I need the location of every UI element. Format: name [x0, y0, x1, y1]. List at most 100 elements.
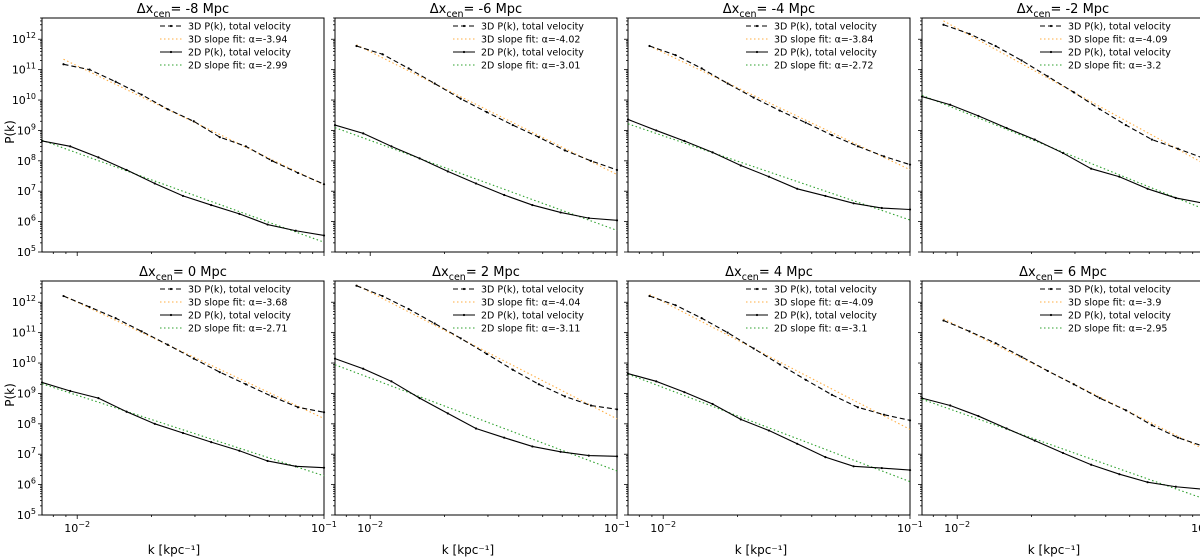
- series-2d-pk-point: [615, 219, 619, 222]
- x-tick-exponent: −2: [664, 520, 676, 529]
- series-3d-pk-point: [322, 411, 326, 414]
- series-2d-pk-point: [322, 466, 326, 469]
- series-3d-pk-point: [485, 111, 488, 114]
- legend-swatch-marker: [462, 313, 466, 317]
- y-tick-exponent: 9: [31, 385, 36, 394]
- legend-alpha-value: α=-3.01: [542, 61, 581, 72]
- legend-swatch-marker: [169, 287, 173, 291]
- series-3d-pk-point: [355, 44, 358, 48]
- series-3d-pk-point: [942, 23, 945, 26]
- panel-1: Δxcen= -8 Mpc105106107108109101010111012…: [12, 2, 326, 259]
- legend-swatch-marker: [1049, 287, 1053, 291]
- panel-2: Δxcen= -6 Mpc 3D P(k), total velocity 3D s…: [331, 2, 619, 256]
- legend-label-1: 3D P(k), total velocity: [1068, 22, 1171, 33]
- panel-title: Δxcen= 0 Mpc: [139, 265, 227, 283]
- series-3d-pk-point: [192, 357, 195, 360]
- legend-label-1: 3D P(k), total velocity: [188, 22, 291, 33]
- series-3d-pk-point: [856, 145, 860, 148]
- series-2d-pk-point: [210, 441, 213, 444]
- series-3d-pk-point: [908, 163, 912, 166]
- series-2d-pk-point: [1033, 138, 1036, 141]
- legend-swatch-marker: [1049, 24, 1053, 28]
- legend-label-text: 2D P(k), total velocity: [774, 311, 877, 322]
- panel-title-subscript: cen: [446, 9, 463, 20]
- series-3d-pk-point: [968, 330, 971, 333]
- panel-title-prefix: Δx: [139, 265, 156, 280]
- series-2d-pk-point: [655, 380, 658, 383]
- series-3d-pk-point: [407, 307, 410, 311]
- y-tick-label: 106: [17, 214, 36, 229]
- legend-label-4: 2D slope fit: α=-3.11: [481, 324, 580, 335]
- series-2d-pk-point: [739, 164, 742, 167]
- legend-label-2: 3D slope fit: α=-3.9: [1068, 298, 1161, 309]
- series-3d-pk-point: [752, 96, 755, 99]
- series-3d-pk-point: [700, 67, 703, 70]
- y-tick-label: 1012: [12, 31, 36, 46]
- panel-title-prefix: Δx: [1019, 265, 1036, 280]
- series-3d-pk-point: [381, 294, 384, 298]
- panel-title: Δxcen= -4 Mpc: [723, 2, 815, 20]
- x-tick-mantissa: 10: [1191, 522, 1200, 535]
- legend-alpha-value: α=-3.68: [249, 298, 288, 309]
- legend-label-text: 3D slope fit:: [481, 298, 542, 309]
- legend-alpha-value: α=-3.2: [1129, 61, 1162, 72]
- series-3d-pk-point: [856, 406, 860, 409]
- series-2d-slope-fit: [41, 383, 325, 477]
- series-2d-pk-point: [880, 206, 883, 210]
- legend-label-3: 2D P(k), total velocity: [481, 311, 584, 322]
- series-3d-pk-point: [804, 121, 807, 124]
- series-3d-pk-point: [485, 352, 488, 355]
- series-3d-pk-point: [88, 68, 91, 71]
- series-3d-pk-point: [114, 317, 117, 320]
- legend-label-2: 3D slope fit: α=-4.09: [774, 298, 873, 309]
- series-3d-pk-point: [244, 383, 247, 386]
- series-3d-slope-fit: [943, 318, 1200, 448]
- series-3d-pk-point: [830, 393, 833, 396]
- series-2d-pk-point: [40, 381, 44, 384]
- panel-title-suffix: = 2 Mpc: [466, 265, 520, 280]
- y-tick-mantissa: 10: [12, 296, 26, 309]
- series-2d-pk-point: [153, 422, 156, 425]
- series-2d-pk-point: [767, 429, 771, 432]
- legend-label-text: 2D P(k), total velocity: [1068, 48, 1171, 59]
- legend-label-text: 3D P(k), total velocity: [481, 22, 584, 33]
- series-2d-pk-point: [97, 397, 100, 400]
- y-tick-label: 1011: [12, 62, 36, 77]
- legend-label-3: 2D P(k), total velocity: [1068, 48, 1171, 59]
- series-3d-pk-point: [88, 305, 91, 309]
- series-2d-pk-point: [977, 114, 980, 118]
- series-3d-pk-point: [433, 322, 436, 325]
- legend-label-1: 3D P(k), total velocity: [188, 285, 291, 296]
- panel-title-prefix: Δx: [723, 2, 740, 17]
- x-tick-label: 10−1: [311, 520, 337, 535]
- legend: 3D P(k), total velocity 3D slope fit: α=-…: [453, 285, 584, 335]
- legend-label-4: 2D slope fit: α=-2.95: [1068, 324, 1167, 335]
- series-3d-pk-point: [114, 80, 117, 83]
- legend-label-4: 2D slope fit: α=-3.1: [774, 324, 867, 335]
- series-2d-pk-point: [266, 459, 269, 463]
- series-2d-pk-point: [949, 103, 952, 106]
- series-3d-pk-point: [648, 44, 651, 48]
- panel-title: Δxcen= 2 Mpc: [432, 265, 520, 283]
- series-2d-pk-point: [587, 454, 590, 457]
- legend: 3D P(k), total velocity 3D slope fit: α=-…: [746, 285, 877, 335]
- series-3d-pk-point: [1150, 424, 1154, 427]
- series-2d-pk-point: [69, 389, 72, 393]
- legend-alpha-value: α=-3.1: [835, 324, 868, 335]
- x-tick-mantissa: 10: [604, 522, 618, 535]
- series-3d-pk-point: [355, 284, 358, 287]
- x-axis-label-2: k [kpc⁻¹]: [442, 543, 494, 557]
- series-3d-pk-point: [908, 419, 912, 422]
- legend-label-text: 3D P(k), total velocity: [188, 285, 291, 296]
- series-2d-pk-point: [531, 445, 534, 448]
- series-2d-pk-point: [587, 217, 590, 220]
- series-3d-pk-point: [778, 109, 781, 112]
- legend: 3D P(k), total velocity 3D slope fit: α=-…: [160, 22, 291, 72]
- series-3d-pk-point: [1098, 108, 1101, 111]
- legend-label-text: 2D slope fit:: [188, 324, 249, 335]
- y-tick-mantissa: 10: [17, 216, 31, 229]
- legend-label-3: 2D P(k), total velocity: [188, 48, 291, 59]
